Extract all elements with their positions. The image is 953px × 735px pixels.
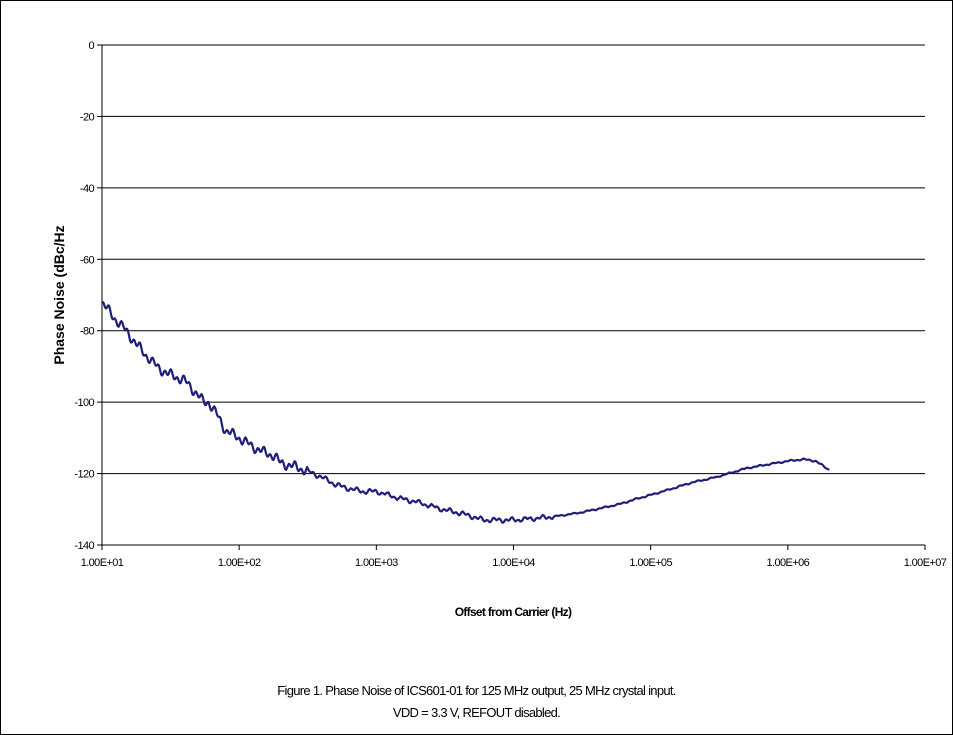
x-tick-label: 1.00E+07 [904,557,947,569]
x-axis-label: Offset from Carrier (Hz) [455,605,572,619]
y-tick-label: -20 [80,111,95,123]
y-axis-label: Phase Noise (dBc/Hz [51,225,67,364]
y-tick-label: -120 [74,469,94,481]
x-tick-label: 1.00E+02 [218,557,261,569]
caption-line-2: VDD = 3.3 V, REFOUT disabled. [392,705,561,720]
y-tick-label: -80 [80,326,95,338]
gridlines [102,44,925,475]
axes [97,44,926,550]
y-tick-label: -40 [80,183,95,195]
x-tick-label: 1.00E+01 [81,557,124,569]
x-tick-label: 1.00E+05 [629,557,672,569]
x-tick-label: 1.00E+06 [767,557,810,569]
series-line [101,300,830,524]
y-tick-label: -100 [74,397,94,409]
y-tick-label: 0 [88,40,94,52]
y-tick-labels: 0 -20 -40 -60 -80 -100 -120 -140 [74,40,95,552]
y-tick-label: -60 [80,254,95,266]
x-tick-labels: 1.00E+01 1.00E+02 1.00E+03 1.00E+04 1.00E+05… [81,557,948,569]
x-tick-label: 1.00E+04 [492,557,535,569]
x-tick-label: 1.00E+03 [355,557,398,569]
y-tick-label: -140 [74,540,94,552]
caption-line-1: Figure 1. Phase Noise of ICS601-01 for 1… [277,683,676,698]
